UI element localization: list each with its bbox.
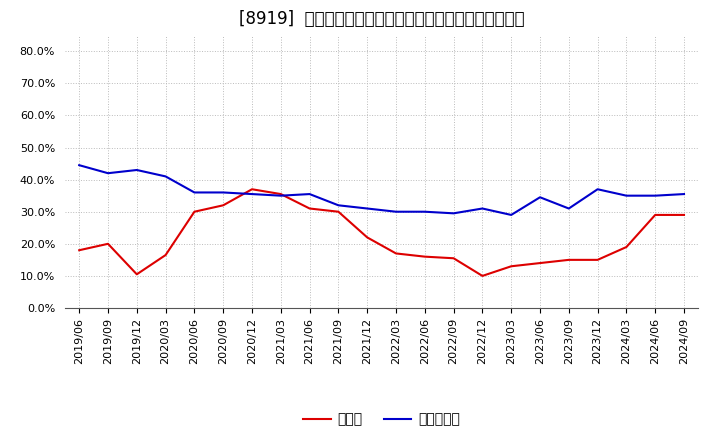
有利子負債 xyxy=(334,203,343,208)
現頲金 xyxy=(161,253,170,258)
有利子負債 xyxy=(161,174,170,179)
有利子負債 xyxy=(478,206,487,211)
現頲金 xyxy=(622,244,631,249)
現頲金 xyxy=(449,256,458,261)
現頲金 xyxy=(478,273,487,279)
現頲金 xyxy=(651,212,660,217)
現頲金 xyxy=(190,209,199,214)
有利子負債 xyxy=(248,191,256,197)
Line: 有利子負債: 有利子負債 xyxy=(79,165,684,215)
有利子負債 xyxy=(449,211,458,216)
現頲金 xyxy=(334,209,343,214)
現頲金 xyxy=(305,206,314,211)
有利子負債 xyxy=(680,191,688,197)
現頲金 xyxy=(363,235,372,240)
現頲金 xyxy=(680,212,688,217)
有利子負債 xyxy=(420,209,429,214)
有利子負債 xyxy=(593,187,602,192)
Line: 現頲金: 現頲金 xyxy=(79,189,684,276)
現頲金 xyxy=(132,271,141,277)
有利子負債 xyxy=(507,212,516,217)
有利子負債 xyxy=(363,206,372,211)
有利子負債 xyxy=(219,190,228,195)
有利子負債 xyxy=(104,171,112,176)
有利子負債 xyxy=(536,194,544,200)
有利子負債 xyxy=(276,193,285,198)
現頲金 xyxy=(507,264,516,269)
有利子負債 xyxy=(392,209,400,214)
現頲金 xyxy=(420,254,429,259)
有利子負債 xyxy=(190,190,199,195)
Legend: 現頲金, 有利子負債: 現頲金, 有利子負債 xyxy=(297,407,466,432)
有利子負債 xyxy=(75,162,84,168)
有利子負債 xyxy=(564,206,573,211)
現頲金 xyxy=(276,191,285,197)
現頲金 xyxy=(564,257,573,263)
有利子負債 xyxy=(651,193,660,198)
現頲金 xyxy=(219,203,228,208)
有利子負債 xyxy=(132,167,141,172)
Title: [8919]  現頲金、有利子負債の総資産に対する比率の推移: [8919] 現頲金、有利子負債の総資産に対する比率の推移 xyxy=(239,10,524,28)
有利子負債 xyxy=(622,193,631,198)
現頲金 xyxy=(75,248,84,253)
現頲金 xyxy=(536,260,544,266)
現頲金 xyxy=(104,241,112,246)
現頲金 xyxy=(248,187,256,192)
有利子負債 xyxy=(305,191,314,197)
現頲金 xyxy=(593,257,602,263)
現頲金 xyxy=(392,251,400,256)
